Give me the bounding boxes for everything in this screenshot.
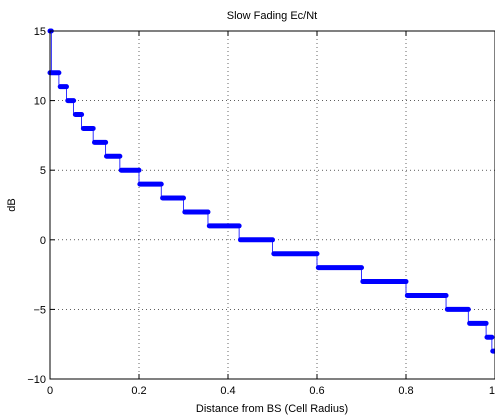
x-tick-label-1: 0.2	[131, 385, 146, 397]
x-tick-label-0: 0	[47, 385, 53, 397]
x-tick-label-5: 1	[489, 385, 495, 397]
x-tick-label-4: 0.8	[398, 385, 413, 397]
y-tick-label-4: 10	[34, 96, 46, 108]
axes-box	[49, 30, 495, 380]
x-tick-label-3: 0.6	[309, 385, 324, 397]
data-series	[47, 28, 495, 354]
x-tick-label-2: 0.4	[220, 385, 235, 397]
y-tick-label-5: 15	[34, 26, 46, 38]
chart-title: Slow Fading Ec/Nt	[227, 10, 317, 22]
tick-labels: 0 0.2 0.4 0.6 0.8 1 −10 −5 0 5 10 15	[27, 26, 495, 397]
y-tick-label-1: −5	[33, 304, 46, 316]
y-tick-label-3: 5	[40, 165, 46, 177]
x-axis-label: Distance from BS (Cell Radius)	[196, 403, 348, 415]
y-axis-label: dB	[6, 198, 18, 211]
axes	[49, 30, 495, 380]
plot-area	[50, 31, 495, 379]
y-tick-label-2: 0	[40, 235, 46, 247]
y-tick-label-0: −10	[27, 374, 46, 386]
